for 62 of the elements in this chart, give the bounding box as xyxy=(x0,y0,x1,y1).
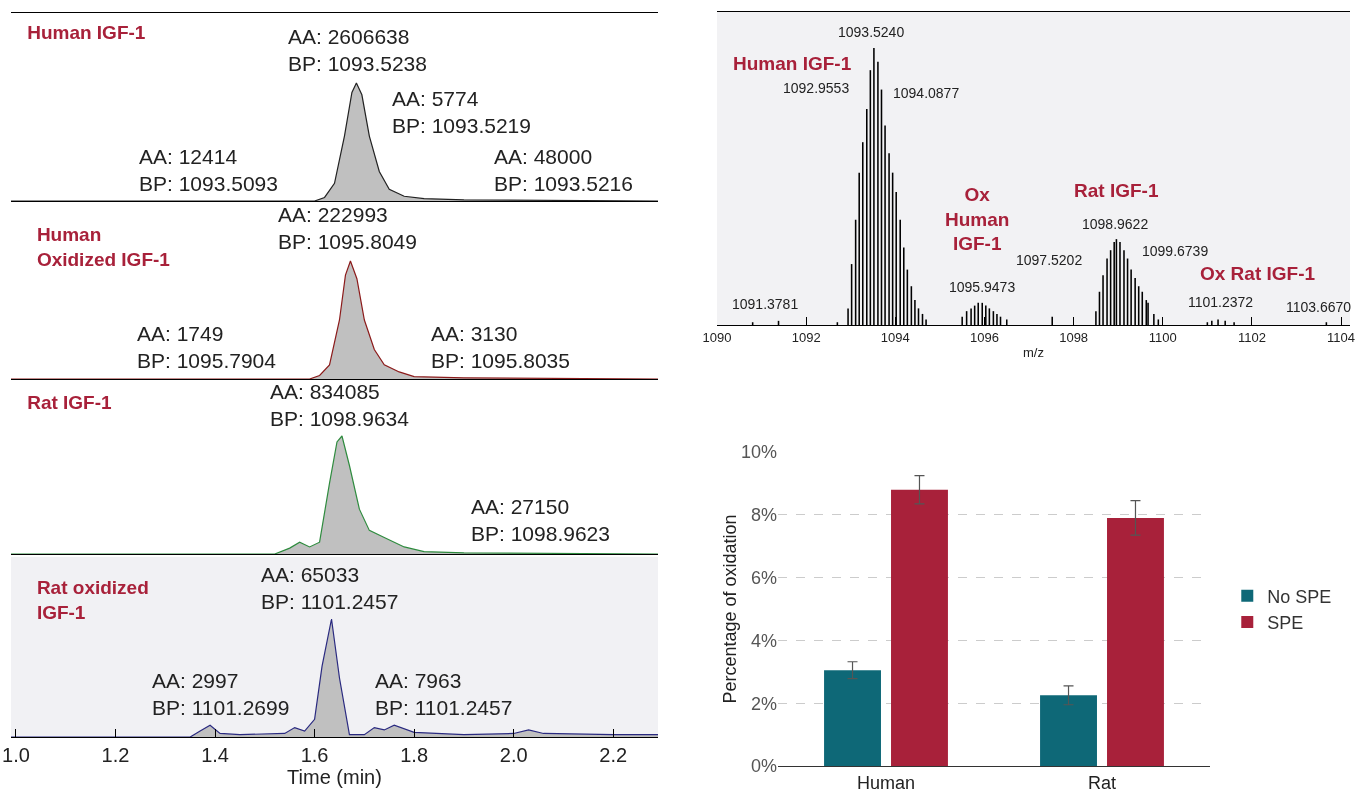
x-axis-title: Time (min) xyxy=(287,766,382,788)
annotation: AA: 2997 BP: 1101.2699 xyxy=(152,669,290,720)
y-tick-label: 6% xyxy=(750,567,777,588)
annotation: 1103.6670 xyxy=(1286,299,1352,315)
annotation: 1098.9622 xyxy=(1082,216,1149,232)
x-tick-label: 1102 xyxy=(1237,329,1266,345)
bar xyxy=(1107,517,1164,766)
x-tick-label: Human xyxy=(856,772,916,793)
legend-label: SPE xyxy=(1267,613,1304,634)
text: AA: 222993 BP: 1095.8049 xyxy=(278,203,417,254)
annotation: 1095.9473 xyxy=(949,279,1016,295)
annotation: AA: 7963 BP: 1101.2457 xyxy=(375,669,513,720)
annotation: AA: 3130 BP: 1095.8035 xyxy=(431,322,570,373)
x-tick-label: 1104 xyxy=(1327,329,1356,345)
annotation: Human IGF-1 xyxy=(733,53,852,74)
x-axis-title: m/z xyxy=(1023,345,1044,361)
y-tick-label: 2% xyxy=(750,693,777,714)
annotation: AA: 5774 BP: 1093.5219 xyxy=(392,87,531,138)
annotation: AA: 48000 BP: 1093.5216 xyxy=(494,145,633,196)
annotation: Ox Rat IGF-1 xyxy=(1200,263,1316,284)
annotation: 1092.9553 xyxy=(783,80,850,96)
x-tick-label: 1.8 xyxy=(400,744,429,766)
legend-label: No SPE xyxy=(1267,586,1332,607)
x-tick-label: Rat xyxy=(1087,772,1117,793)
x-tick-label: 2.2 xyxy=(599,744,628,766)
chart-title: Rat IGF-1 xyxy=(27,392,113,414)
annotation: 1091.3781 xyxy=(732,296,799,312)
annotation: Rat IGF-1 xyxy=(1074,180,1159,201)
text: 1093.5240 xyxy=(838,24,905,40)
annotation: 1094.0877 xyxy=(893,85,960,101)
x-tick-label: 1.0 xyxy=(2,744,30,766)
text: AA: 2606638 BP: 1093.5238 xyxy=(288,25,427,76)
annotation: AA: 1749 BP: 1095.7904 xyxy=(137,322,277,373)
annotation: 1101.2372 xyxy=(1188,294,1254,310)
x-tick-label: 1096 xyxy=(970,329,999,345)
x-tick-label: 1.2 xyxy=(101,744,130,766)
text: AA: 834085 BP: 1098.9634 xyxy=(270,380,410,431)
x-tick-label: 1092 xyxy=(791,329,821,345)
y-axis-title: Percentage of oxidation xyxy=(720,514,740,704)
annotation: AA: 12414 BP: 1093.5093 xyxy=(139,145,278,196)
chart-title: Rat oxidized IGF-1 xyxy=(36,576,149,623)
x-tick-label: 1100 xyxy=(1148,329,1177,345)
text: AA: 65033 BP: 1101.2457 xyxy=(261,563,399,614)
x-tick-label: 1098 xyxy=(1059,329,1089,345)
x-tick-label: 1090 xyxy=(702,329,732,345)
y-tick-label: 10% xyxy=(740,442,777,463)
bar xyxy=(891,489,948,766)
annotation: AA: 27150 BP: 1098.9623 xyxy=(471,495,610,546)
bar xyxy=(824,670,881,766)
annotation: 1099.6739 xyxy=(1142,243,1209,259)
x-tick-label: 1094 xyxy=(880,329,910,345)
y-tick-label: 0% xyxy=(750,756,777,777)
bar xyxy=(1040,695,1097,766)
annotation: Ox Human IGF-1 xyxy=(945,184,1010,255)
y-tick-label: 4% xyxy=(750,630,777,651)
annotation: 1097.5202 xyxy=(1016,252,1083,268)
chart-title: Human Oxidized IGF-1 xyxy=(36,223,171,270)
y-tick-label: 8% xyxy=(750,505,777,526)
x-tick-label: 2.0 xyxy=(499,744,528,766)
chart-title: Human IGF-1 xyxy=(27,22,146,44)
x-tick-label: 1.6 xyxy=(300,744,329,766)
x-tick-label: 1.4 xyxy=(201,744,229,766)
